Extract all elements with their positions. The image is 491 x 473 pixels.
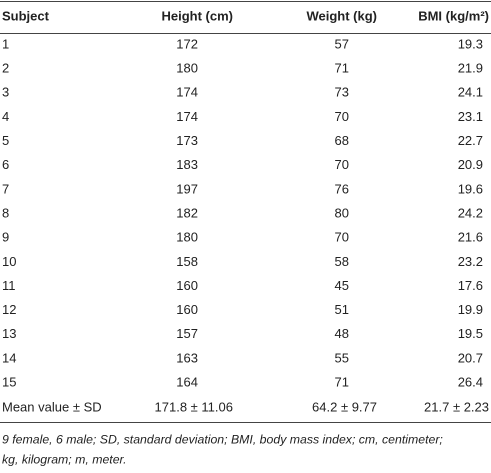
table-cell: 15 — [2, 375, 16, 390]
table-cell: 4 — [2, 109, 9, 124]
summary-cell: 171.8 ± 11.06 — [155, 399, 233, 414]
table-cell: 1 — [2, 36, 9, 51]
footnote: kg, kilogram; m, meter. — [2, 452, 127, 466]
table-cell: 5 — [2, 133, 9, 148]
table-cell: 57 — [335, 36, 349, 51]
table-cell: 20.9 — [458, 157, 483, 172]
table-cell: 160 — [176, 278, 198, 293]
table-cell: 17.6 — [458, 278, 483, 293]
table-cell: 70 — [335, 230, 349, 245]
table-cell: 12 — [2, 302, 16, 317]
table-cell: 19.6 — [458, 181, 483, 196]
table-cell: 45 — [335, 278, 349, 293]
table-cell: 9 — [2, 230, 9, 245]
table-cell: 68 — [335, 133, 349, 148]
table-cell: 173 — [176, 133, 198, 148]
table-cell: 7 — [2, 181, 9, 196]
table-cell: 174 — [176, 109, 198, 124]
table-cell: 71 — [335, 375, 349, 390]
column-header: Weight (kg) — [306, 8, 377, 23]
table-cell: 197 — [176, 181, 198, 196]
table-cell: 8 — [2, 205, 9, 220]
column-header: Height (cm) — [162, 8, 234, 23]
table-cell: 48 — [335, 326, 349, 341]
table-cell: 13 — [2, 326, 16, 341]
table-cell: 24.2 — [458, 205, 483, 220]
table-cell: 22.7 — [458, 133, 483, 148]
table-cell: 19.3 — [458, 36, 483, 51]
table-cell: 174 — [176, 85, 198, 100]
table-cell: 2 — [2, 61, 9, 76]
table-cell: 158 — [176, 254, 198, 269]
column-header: BMI (kg/m²) — [418, 8, 489, 23]
table-cell: 11 — [2, 278, 16, 293]
table-cell: 24.1 — [458, 85, 483, 100]
summary-cell: 64.2 ± 9.77 — [312, 399, 377, 414]
table-cell: 164 — [176, 375, 198, 390]
table-cell: 183 — [176, 157, 198, 172]
table-cell: 70 — [335, 109, 349, 124]
table-cell: 20.7 — [458, 350, 483, 365]
table-cell: 19.5 — [458, 326, 483, 341]
table-cell: 55 — [335, 350, 349, 365]
table-cell: 172 — [176, 36, 198, 51]
table-cell: 180 — [176, 230, 198, 245]
table-cell: 70 — [335, 157, 349, 172]
table-cell: 6 — [2, 157, 9, 172]
table-cell: 160 — [176, 302, 198, 317]
table-cell: 71 — [335, 61, 349, 76]
footnote: 9 female, 6 male; SD, standard deviation… — [2, 432, 443, 446]
table-cell: 10 — [2, 254, 16, 269]
table-cell: 3 — [2, 85, 9, 100]
table-cell: 21.9 — [458, 61, 483, 76]
table-cell: 23.2 — [458, 254, 483, 269]
table-cell: 26.4 — [458, 375, 483, 390]
table-cell: 163 — [176, 350, 198, 365]
summary-cell: Mean value ± SD — [2, 399, 102, 414]
summary-cell: 21.7 ± 2.23 — [424, 399, 489, 414]
table-cell: 80 — [335, 205, 349, 220]
table-cell: 51 — [335, 302, 349, 317]
column-header: Subject — [2, 8, 50, 23]
table-cell: 182 — [176, 205, 198, 220]
table-cell: 23.1 — [458, 109, 483, 124]
table-cell: 19.9 — [458, 302, 483, 317]
table-cell: 58 — [335, 254, 349, 269]
table-cell: 73 — [335, 85, 349, 100]
table-cell: 157 — [176, 326, 198, 341]
table-cell: 14 — [2, 350, 16, 365]
table-cell: 76 — [335, 181, 349, 196]
table-cell: 21.6 — [458, 230, 483, 245]
table-cell: 180 — [176, 61, 198, 76]
